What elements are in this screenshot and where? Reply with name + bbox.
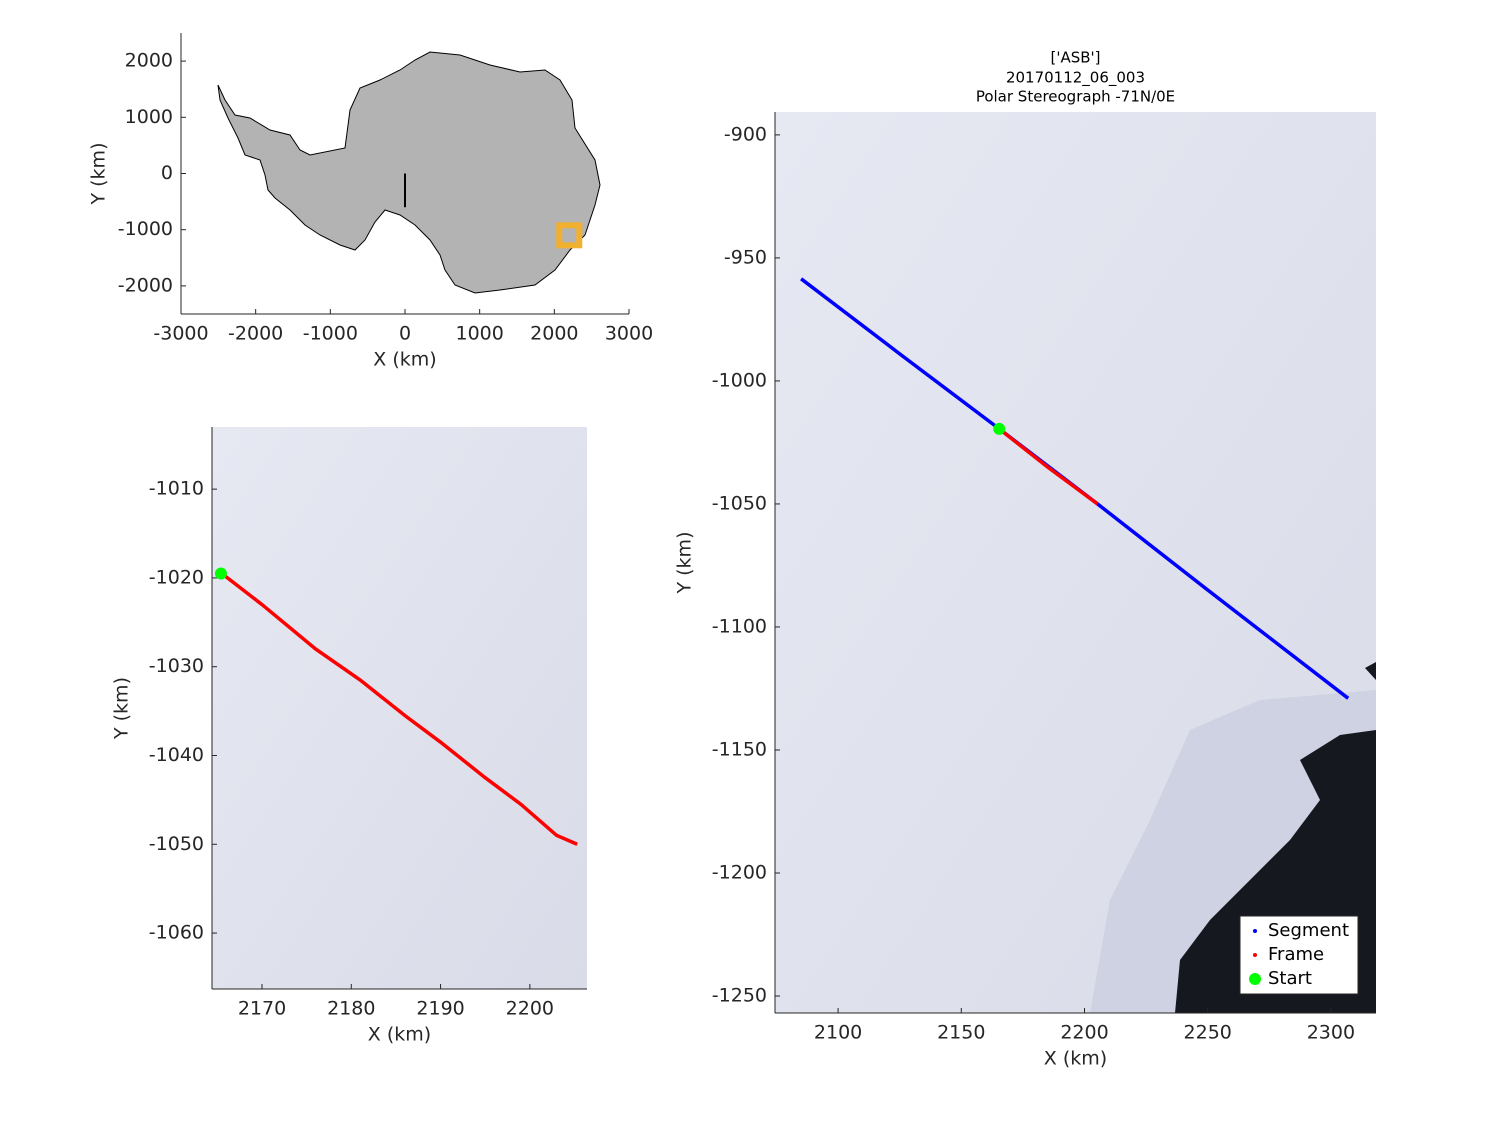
- location-marker: [556, 222, 583, 249]
- chart-subtitle: 20170112_06_003: [1006, 69, 1145, 88]
- x-tick-label: 2000: [530, 323, 578, 345]
- y-axis-label: Y (km): [111, 677, 133, 740]
- y-axis-label: Y (km): [88, 143, 110, 206]
- x-tick-label: 2300: [1307, 1022, 1355, 1044]
- y-tick-label: -1050: [149, 833, 204, 855]
- x-axis-label: X (km): [368, 1024, 431, 1046]
- x-axis-label: X (km): [373, 349, 436, 371]
- y-tick-label: -1200: [712, 862, 767, 884]
- y-tick-label: -1000: [712, 369, 767, 391]
- x-tick-label: 2100: [814, 1022, 862, 1044]
- y-tick-label: -1030: [149, 655, 204, 677]
- track-line: [998, 427, 1099, 506]
- y-tick-label: 1000: [125, 106, 173, 128]
- x-tick-label: -3000: [153, 323, 208, 345]
- track-line: [220, 572, 578, 846]
- y-tick-label: 0: [161, 162, 173, 184]
- x-tick-label: 2200: [506, 998, 554, 1020]
- chart-title: ['ASB']: [1050, 49, 1100, 67]
- x-tick-label: 2170: [238, 998, 286, 1020]
- legend-marker: [1253, 953, 1257, 957]
- x-tick-label: 2200: [1060, 1022, 1108, 1044]
- x-tick-label: -2000: [228, 323, 283, 345]
- start-marker: [214, 567, 227, 580]
- y-tick-label: -2000: [118, 274, 173, 296]
- legend-label: Frame: [1268, 944, 1324, 965]
- y-tick-label: -1100: [712, 615, 767, 637]
- legend-label: Start: [1268, 968, 1312, 989]
- y-tick-label: -900: [724, 123, 767, 145]
- x-tick-label: 2150: [937, 1022, 985, 1044]
- x-tick-label: 0: [399, 323, 411, 345]
- y-tick-label: -1040: [149, 744, 204, 766]
- legend-label: Segment: [1268, 920, 1349, 941]
- continent: [217, 51, 601, 294]
- image-background: [212, 427, 587, 989]
- chart-caption: Polar Stereograph -71N/0E: [976, 88, 1175, 106]
- x-tick-label: -1000: [303, 323, 358, 345]
- legend-marker: [1249, 973, 1261, 985]
- y-tick-label: -1050: [712, 492, 767, 514]
- y-tick-label: -1250: [712, 985, 767, 1007]
- x-tick-label: 2190: [416, 998, 464, 1020]
- y-tick-label: -1060: [149, 922, 204, 944]
- x-tick-label: 3000: [605, 323, 653, 345]
- y-tick-label: -1010: [149, 478, 204, 500]
- start-marker: [993, 422, 1006, 435]
- x-tick-label: 2250: [1184, 1022, 1232, 1044]
- legend-marker: [1253, 929, 1257, 933]
- y-tick-label: -1020: [149, 566, 204, 588]
- y-axis-label: Y (km): [674, 532, 696, 595]
- x-tick-label: 2180: [327, 998, 375, 1020]
- y-tick-label: 2000: [125, 50, 173, 72]
- y-tick-label: -1150: [712, 738, 767, 760]
- open-water: [1365, 662, 1376, 680]
- y-tick-label: -950: [724, 246, 767, 268]
- x-axis-label: X (km): [1044, 1048, 1107, 1070]
- y-tick-label: -1000: [118, 218, 173, 240]
- x-tick-label: 1000: [455, 323, 503, 345]
